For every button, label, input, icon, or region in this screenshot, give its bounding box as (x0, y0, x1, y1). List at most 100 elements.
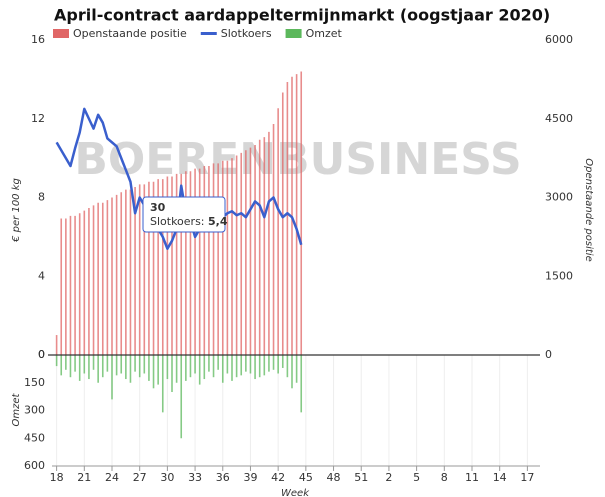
x-tick-label: 33 (188, 471, 202, 484)
x-tick-label: 30 (160, 471, 174, 484)
bar (157, 179, 159, 355)
y3-tick-label: 300 (24, 404, 45, 417)
bar (185, 355, 187, 381)
bar (175, 173, 178, 355)
bar (249, 355, 252, 374)
bar (198, 168, 201, 355)
bar (277, 108, 279, 355)
bar (166, 355, 169, 380)
x-tick-label: 42 (271, 471, 285, 484)
y2-tick-label: 6000 (545, 33, 573, 46)
bar (286, 355, 289, 378)
bar (97, 202, 99, 355)
bar (157, 355, 159, 385)
bar (254, 145, 256, 355)
bar (180, 355, 183, 439)
bar (74, 215, 76, 355)
bar (258, 139, 261, 355)
tooltip-label: Slotkoers: (150, 215, 205, 228)
bar (203, 355, 206, 380)
bar (74, 355, 76, 372)
x-tick-label: 39 (243, 471, 257, 484)
bar (300, 355, 303, 413)
x-tick-label: 27 (133, 471, 147, 484)
x-tick-label: 17 (520, 471, 534, 484)
bar (212, 163, 215, 355)
bar (148, 355, 150, 381)
legend-label: Slotkoers (221, 27, 272, 40)
y3-tick-label: 450 (24, 431, 45, 444)
bar (240, 152, 243, 355)
x-axis-label: Week (281, 488, 310, 497)
bar (291, 355, 293, 389)
x-tick-label: 8 (441, 471, 448, 484)
bar (221, 160, 224, 355)
bar (268, 355, 270, 372)
bar (194, 168, 196, 355)
y2-axis-label: Openstaande positie (583, 158, 594, 261)
bar (115, 194, 118, 355)
legend-label: Omzet (306, 27, 343, 40)
bar (115, 355, 118, 376)
bar (175, 355, 178, 383)
bar (198, 355, 201, 385)
bar (143, 355, 146, 374)
y2-tick-label: 1500 (545, 269, 573, 282)
chart-title: April-contract aardappeltermijnmarkt (oo… (54, 6, 550, 25)
bar (208, 166, 210, 355)
y-tick-label: 4 (38, 269, 45, 282)
y2-tick-label: 4500 (545, 112, 573, 125)
legend-swatch (53, 29, 69, 38)
bar (60, 218, 63, 355)
x-tick-label: 5 (413, 471, 420, 484)
bar (92, 205, 95, 355)
bar (189, 355, 192, 378)
bar (254, 355, 256, 380)
bar (263, 137, 266, 355)
bar (217, 163, 219, 355)
bar (152, 181, 155, 355)
bar (88, 208, 90, 355)
bar (55, 355, 58, 367)
y3-axis-label: Omzet (11, 392, 22, 426)
bar (60, 355, 63, 376)
bar (185, 171, 187, 355)
bar (143, 184, 146, 355)
bar (263, 355, 266, 376)
x-tick-label: 45 (299, 471, 313, 484)
bar (295, 74, 298, 355)
y-tick-label: 0 (38, 348, 45, 361)
bar (217, 355, 219, 370)
bar (101, 202, 104, 355)
bar (138, 355, 141, 378)
bar (235, 155, 238, 355)
bar (152, 355, 155, 389)
bar (221, 355, 224, 383)
bar (268, 131, 270, 355)
bar (226, 355, 229, 374)
bar (106, 200, 109, 355)
bar (194, 355, 196, 374)
bar (120, 192, 123, 355)
tooltip-value: 5,4 (208, 215, 228, 228)
bar (161, 355, 164, 413)
bar (125, 355, 127, 380)
y2-tick-label: 0 (545, 348, 552, 361)
bar (208, 355, 210, 372)
bar (129, 189, 132, 355)
bar (245, 355, 247, 372)
bar (226, 160, 229, 355)
bar (78, 213, 81, 355)
legend-swatch (200, 32, 217, 35)
bar (83, 355, 86, 374)
bar (134, 355, 136, 372)
y3-tick-label: 0 (38, 348, 45, 361)
bar (235, 355, 238, 378)
bar (129, 355, 132, 383)
x-tick-label: 48 (327, 471, 341, 484)
bar (69, 215, 72, 355)
bar (65, 355, 67, 370)
bar (78, 355, 81, 381)
bar (55, 335, 58, 355)
